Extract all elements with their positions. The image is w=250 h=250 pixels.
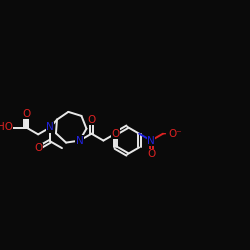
- Text: HO: HO: [0, 122, 12, 132]
- Text: O: O: [34, 143, 42, 153]
- Text: N: N: [147, 136, 155, 145]
- Text: N: N: [46, 122, 54, 132]
- Text: N: N: [76, 136, 84, 145]
- Text: N: N: [112, 129, 119, 139]
- Text: O: O: [111, 129, 120, 139]
- Text: O⁻: O⁻: [168, 129, 182, 139]
- Text: O: O: [147, 149, 155, 159]
- Text: O: O: [88, 115, 96, 125]
- Text: O: O: [22, 109, 30, 119]
